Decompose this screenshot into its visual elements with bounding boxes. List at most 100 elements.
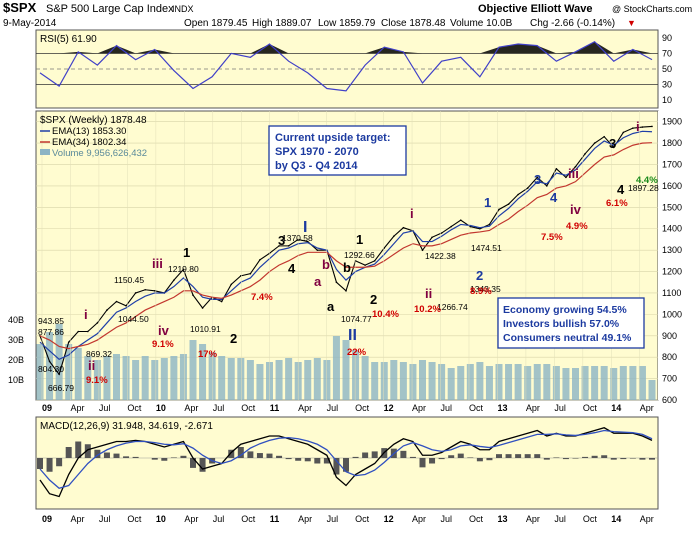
price-series-point [336, 281, 338, 283]
price-series-point [546, 185, 548, 187]
volume-bar [524, 366, 531, 400]
wave-annotation: iii [152, 256, 163, 271]
volume-bar [132, 360, 139, 400]
wave-annotation: 666.79 [48, 383, 74, 393]
volume-tick-label: 30B [8, 335, 24, 345]
wave-annotation: i [410, 206, 414, 221]
wave-annotation: 8.9% [470, 286, 492, 297]
price-x-tick-label: Apr [298, 403, 312, 413]
price-series-point [527, 187, 529, 189]
price-x-tick-label: Jul [327, 403, 339, 413]
target-line-2: SPX 1970 - 2070 [275, 146, 359, 158]
macd-histogram-bar [496, 454, 502, 458]
macd-x-tick-label: Oct [355, 514, 370, 524]
macd-histogram-bar [400, 451, 406, 458]
volume-bar [142, 356, 149, 400]
wave-annotation: 4 [550, 190, 558, 205]
price-series-point [135, 292, 137, 294]
price-x-tick-label: 11 [270, 403, 280, 413]
source-credit: @ StockCharts.com [612, 4, 692, 14]
volume-bar [553, 366, 560, 400]
price-series-point [144, 289, 146, 291]
wave-annotation: 10.2% [414, 304, 441, 315]
volume-value: Volume 10.0B [450, 18, 513, 29]
volume-bar [601, 366, 608, 400]
wave-annotation: 2 [230, 331, 237, 346]
wave-annotation: 3 [534, 172, 541, 187]
price-x-tick-label: 09 [42, 403, 52, 413]
price-x-tick-label: Apr [184, 403, 198, 413]
wave-annotation: 17% [198, 349, 218, 360]
macd-histogram-bar [611, 458, 617, 460]
wave-annotation: 2 [476, 268, 483, 283]
macd-x-tick-label: 12 [384, 514, 394, 524]
wave-annotation: 1 [484, 195, 491, 210]
price-series-point [508, 203, 510, 205]
macd-histogram-bar [582, 457, 588, 458]
volume-bar [381, 362, 388, 400]
volume-bar [438, 364, 445, 400]
price-tick-label: 1500 [662, 202, 682, 212]
macd-histogram-bar [563, 458, 569, 459]
macd-histogram-bar [171, 457, 177, 458]
price-x-tick-label: Oct [469, 403, 484, 413]
price-x-tick-label: 14 [611, 403, 621, 413]
wave-annotation: a [327, 299, 335, 314]
macd-histogram-bar [525, 454, 531, 458]
wave-annotation: 22% [347, 347, 367, 358]
wave-annotation: 1 [356, 232, 363, 247]
rsi-tick-label: 70 [662, 48, 672, 58]
wave-annotation: 1219.80 [168, 264, 199, 274]
volume-bar [113, 354, 120, 400]
volume-tick-label: 20B [8, 355, 24, 365]
sentiment-line-1: Economy growing 54.5% [503, 304, 627, 316]
wave-annotation: 877.86 [38, 327, 64, 337]
macd-histogram-bar [573, 458, 579, 459]
volume-bar [400, 362, 407, 400]
wave-annotation: 4 [617, 182, 625, 197]
price-x-tick-label: 13 [497, 403, 507, 413]
price-series-point [393, 235, 395, 237]
price-series-point [556, 168, 558, 170]
price-x-tick-label: Apr [526, 403, 540, 413]
volume-bar [362, 356, 369, 400]
volume-bar [228, 358, 235, 400]
price-tick-label: 1900 [662, 117, 682, 127]
price-series-point [68, 341, 70, 343]
price-series-point [584, 153, 586, 155]
target-line-1: Current upside target: [275, 132, 391, 144]
wave-annotation: 804.30 [38, 364, 64, 374]
volume-bar [409, 364, 416, 400]
wave-annotation: 3 [609, 136, 616, 151]
macd-histogram-bar [467, 457, 473, 458]
price-series-point [642, 126, 644, 128]
price-series-point [116, 301, 118, 303]
price-x-tick-label: Oct [241, 403, 256, 413]
price-series-point [517, 194, 519, 196]
macd-x-tick-label: Jul [327, 514, 339, 524]
macd-histogram-bar [534, 454, 540, 458]
open-value: Open 1879.45 [184, 18, 248, 29]
macd-histogram-bar [286, 458, 292, 459]
change-value: Chg -2.66 (-0.14%) [530, 18, 615, 29]
price-x-tick-label: Oct [355, 403, 370, 413]
volume-bar [467, 364, 474, 400]
macd-x-tick-label: Oct [241, 514, 256, 524]
macd-histogram-bar [506, 454, 512, 458]
macd-histogram-bar [420, 458, 426, 467]
volume-bar [629, 366, 636, 400]
price-tick-label: 700 [662, 374, 677, 384]
wave-annotation: 1 [183, 245, 190, 260]
change-down-arrow-icon: ▼ [627, 18, 636, 28]
sentiment-line-2: Investors bullish 57.0% [503, 318, 620, 330]
rsi-tick-label: 30 [662, 80, 672, 90]
wave-annotation: 943.85 [38, 316, 64, 326]
price-series-point [345, 290, 347, 292]
macd-x-tick-label: Apr [640, 514, 654, 524]
volume-legend-swatch [40, 149, 50, 155]
volume-bar [457, 366, 464, 400]
price-series-point [632, 127, 634, 129]
price-series-point [250, 273, 252, 275]
price-series-point [623, 132, 625, 134]
macd-histogram-bar [601, 455, 607, 458]
